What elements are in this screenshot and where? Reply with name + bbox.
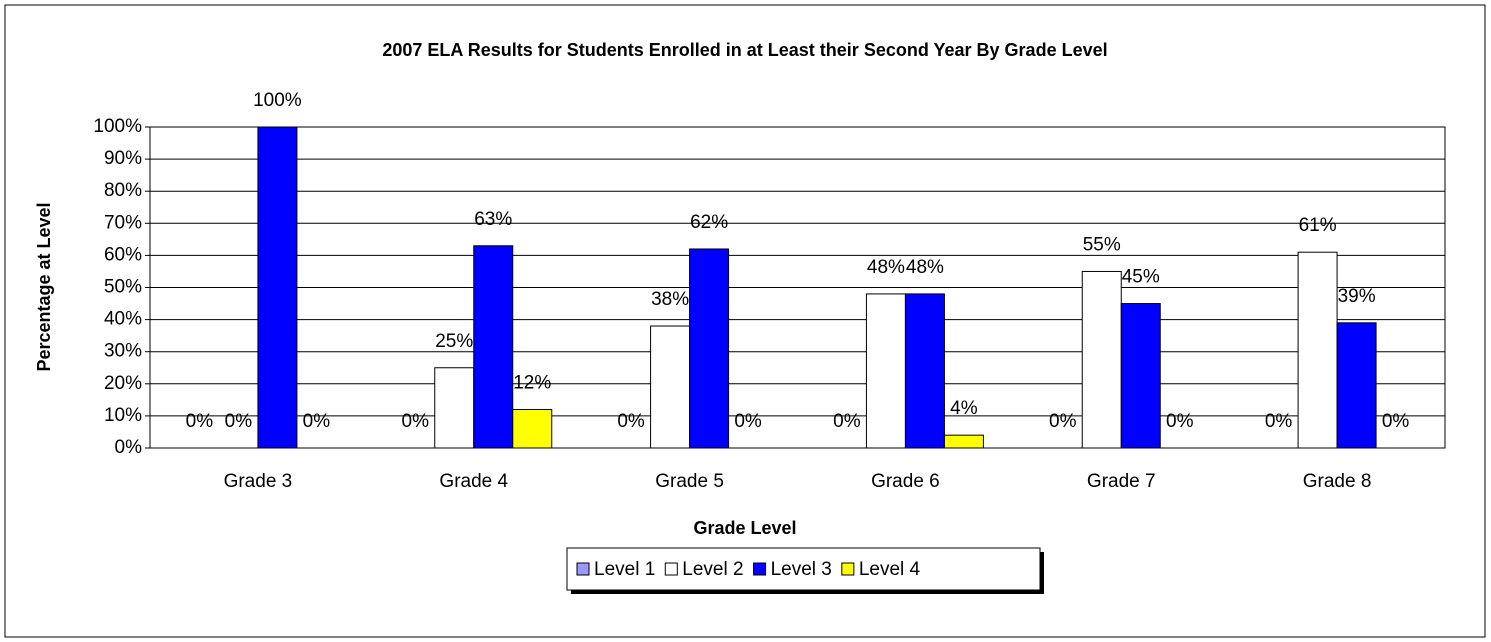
bar (512, 408, 553, 449)
bar (650, 325, 691, 449)
legend-swatch (753, 562, 767, 576)
data-label: 0% (734, 411, 762, 432)
legend-swatch (841, 562, 855, 576)
x-tick-label: Grade 4 (439, 471, 508, 492)
bar (473, 245, 514, 449)
data-label: 0% (1049, 411, 1077, 432)
data-label: 0% (617, 411, 645, 432)
data-label: 39% (1338, 286, 1376, 307)
bar (904, 293, 945, 449)
data-label: 38% (651, 289, 689, 310)
bar (865, 293, 906, 449)
y-tick-label: 50% (104, 277, 142, 298)
data-label: 4% (950, 398, 978, 419)
legend-label: Level 2 (682, 559, 743, 580)
legend-swatch (664, 562, 678, 576)
data-label: 0% (303, 411, 331, 432)
data-label: 0% (186, 411, 214, 432)
y-tick-label: 80% (104, 180, 142, 201)
bar (257, 126, 298, 449)
legend (566, 547, 1041, 591)
data-label: 61% (1299, 215, 1337, 236)
y-tick-label: 100% (93, 116, 142, 137)
y-tick-label: 40% (104, 309, 142, 330)
legend-label: Level 4 (859, 559, 921, 580)
bar (1297, 251, 1338, 449)
x-tick-label: Grade 8 (1303, 471, 1372, 492)
x-axis-title: Grade Level (693, 518, 796, 538)
y-axis-title: Percentage at Level (34, 202, 54, 371)
bar (1120, 303, 1161, 449)
x-tick-label: Grade 6 (871, 471, 940, 492)
x-tick-label: Grade 7 (1087, 471, 1156, 492)
data-label: 12% (513, 372, 551, 393)
data-label: 25% (435, 331, 473, 352)
y-tick-label: 60% (104, 244, 142, 265)
x-tick-label: Grade 5 (655, 471, 724, 492)
chart-title: 2007 ELA Results for Students Enrolled i… (382, 40, 1107, 60)
data-label: 0% (1166, 411, 1194, 432)
y-tick-label: 10% (104, 405, 142, 426)
data-label: 48% (906, 257, 944, 278)
data-label: 63% (474, 209, 512, 230)
data-label: 0% (833, 411, 861, 432)
y-tick-label: 20% (104, 373, 142, 394)
bar (1081, 270, 1122, 449)
x-tick-label: Grade 3 (224, 471, 293, 492)
bar (943, 434, 984, 449)
data-label: 0% (1382, 411, 1410, 432)
y-tick-label: 0% (115, 437, 143, 458)
data-label: 0% (1265, 411, 1293, 432)
legend-swatch (576, 562, 590, 576)
y-tick-label: 30% (104, 341, 142, 362)
bar (689, 248, 730, 449)
bar (1336, 322, 1377, 449)
legend-label: Level 3 (771, 559, 832, 580)
data-label: 48% (867, 257, 905, 278)
data-label: 55% (1083, 234, 1121, 255)
y-tick-label: 90% (104, 148, 142, 169)
data-label: 100% (253, 90, 302, 111)
data-label: 0% (402, 411, 430, 432)
data-label: 45% (1122, 267, 1160, 288)
y-tick-label: 70% (104, 212, 142, 233)
bar (434, 367, 475, 449)
data-label: 62% (690, 212, 728, 233)
data-label: 0% (225, 411, 253, 432)
legend-label: Level 1 (594, 559, 655, 580)
